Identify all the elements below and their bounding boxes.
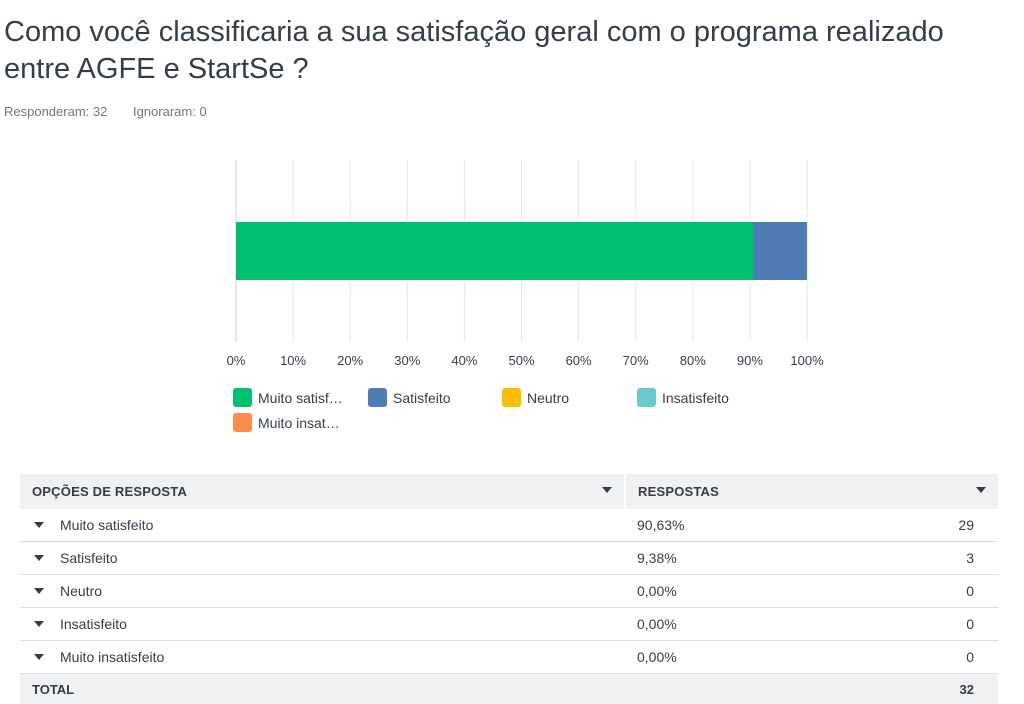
legend-label: Muito insat…	[258, 415, 340, 431]
expand-caret-icon[interactable]	[34, 654, 44, 660]
question-title: Como você classificaria a sua satisfação…	[4, 14, 1004, 88]
table-row: Insatisfeito 0,00% 0	[20, 608, 998, 641]
expand-caret-icon[interactable]	[34, 621, 44, 627]
row-label-cell[interactable]: Insatisfeito	[20, 608, 625, 641]
row-count: 29	[842, 509, 998, 542]
legend-item-muito-satisfeito[interactable]: Muito satisf…	[233, 388, 343, 407]
x-tick-label: 60%	[566, 353, 592, 368]
row-count: 0	[842, 641, 998, 674]
responses-header-label: RESPOSTAS	[638, 484, 719, 499]
row-label-cell[interactable]: Neutro	[20, 575, 625, 608]
options-header-label: OPÇÕES DE RESPOSTA	[32, 484, 187, 499]
table-header-row: OPÇÕES DE RESPOSTA RESPOSTAS	[20, 474, 998, 509]
options-column-header[interactable]: OPÇÕES DE RESPOSTA	[20, 474, 625, 509]
row-label: Satisfeito	[60, 550, 118, 566]
legend-label: Neutro	[527, 390, 569, 406]
row-percent: 0,00%	[625, 575, 842, 608]
row-percent: 0,00%	[625, 641, 842, 674]
row-count: 0	[842, 608, 998, 641]
table-row: Satisfeito 9,38% 3	[20, 542, 998, 575]
legend-swatch	[233, 388, 252, 407]
legend-label: Satisfeito	[393, 390, 451, 406]
expand-caret-icon[interactable]	[34, 555, 44, 561]
table-row: Muito satisfeito 90,63% 29	[20, 509, 998, 542]
table-row: Muito insatisfeito 0,00% 0	[20, 641, 998, 674]
row-label-cell[interactable]: Muito insatisfeito	[20, 641, 625, 674]
bar-segment	[753, 222, 807, 280]
row-percent: 9,38%	[625, 542, 842, 575]
bar-segment	[236, 222, 753, 280]
results-table: OPÇÕES DE RESPOSTA RESPOSTAS Muito satis…	[20, 474, 998, 704]
row-label-cell[interactable]: Muito satisfeito	[20, 509, 625, 542]
x-tick-label: 20%	[337, 353, 363, 368]
table-row: Neutro 0,00% 0	[20, 575, 998, 608]
legend-swatch	[368, 388, 387, 407]
total-count: 32	[842, 674, 998, 704]
sort-caret-icon[interactable]	[602, 487, 612, 493]
legend-item-neutro[interactable]: Neutro	[502, 388, 569, 407]
legend-label: Muito satisf…	[258, 390, 343, 406]
row-percent: 90,63%	[625, 509, 842, 542]
x-tick-label: 80%	[680, 353, 706, 368]
response-stats: Responderam: 32 Ignoraram: 0	[4, 104, 207, 119]
total-row: TOTAL 32	[20, 674, 998, 704]
legend-item-satisfeito[interactable]: Satisfeito	[368, 388, 451, 407]
legend-label: Insatisfeito	[662, 390, 729, 406]
total-label: TOTAL	[20, 674, 842, 704]
row-label: Muito satisfeito	[60, 517, 153, 533]
responses-column-header[interactable]: RESPOSTAS	[625, 474, 998, 509]
x-tick-label: 90%	[737, 353, 763, 368]
legend-swatch	[233, 413, 252, 432]
x-tick-label: 30%	[394, 353, 420, 368]
x-tick-label: 0%	[227, 353, 246, 368]
row-label: Insatisfeito	[60, 616, 127, 632]
skipped-count: Ignoraram: 0	[133, 104, 207, 119]
row-count: 3	[842, 542, 998, 575]
row-label: Neutro	[60, 583, 102, 599]
x-tick-label: 70%	[623, 353, 649, 368]
x-tick-label: 10%	[280, 353, 306, 368]
legend-swatch	[637, 388, 656, 407]
row-label-cell[interactable]: Satisfeito	[20, 542, 625, 575]
legend-item-muito-insatisfeito[interactable]: Muito insat…	[233, 413, 340, 432]
x-tick-label: 100%	[790, 353, 824, 368]
legend-item-insatisfeito[interactable]: Insatisfeito	[637, 388, 729, 407]
row-label: Muito insatisfeito	[60, 649, 164, 665]
answered-count: Responderam: 32	[4, 104, 107, 119]
sort-caret-icon[interactable]	[976, 487, 986, 493]
expand-caret-icon[interactable]	[34, 522, 44, 528]
x-tick-label: 40%	[451, 353, 477, 368]
row-percent: 0,00%	[625, 608, 842, 641]
row-count: 0	[842, 575, 998, 608]
x-tick-label: 50%	[508, 353, 534, 368]
legend-swatch	[502, 388, 521, 407]
expand-caret-icon[interactable]	[34, 588, 44, 594]
